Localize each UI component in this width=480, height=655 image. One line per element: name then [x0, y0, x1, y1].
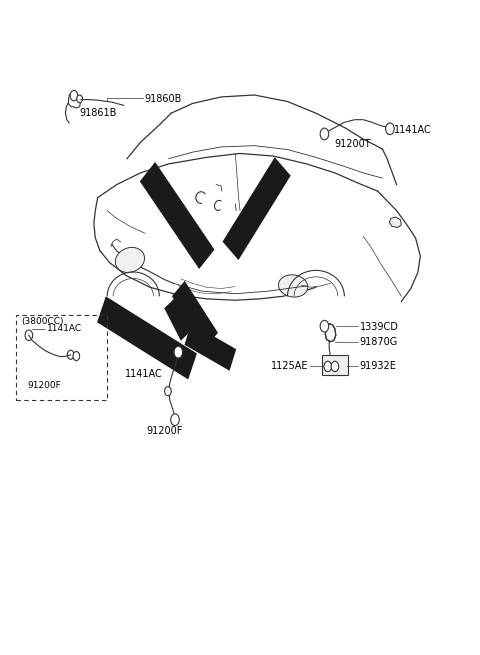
Text: 91932E: 91932E: [360, 362, 396, 371]
Polygon shape: [325, 324, 336, 342]
Circle shape: [70, 90, 78, 101]
Circle shape: [331, 362, 339, 371]
Text: 91860B: 91860B: [144, 94, 181, 104]
Ellipse shape: [278, 275, 308, 297]
Text: 1141AC: 1141AC: [394, 125, 432, 135]
Circle shape: [385, 123, 394, 135]
Text: 91861B: 91861B: [80, 108, 117, 118]
Polygon shape: [140, 162, 215, 269]
Bar: [16, 314, 107, 400]
Ellipse shape: [115, 248, 144, 272]
Circle shape: [73, 352, 80, 361]
Text: 1141AC: 1141AC: [125, 369, 163, 379]
Text: 91870G: 91870G: [360, 337, 398, 347]
Polygon shape: [184, 323, 236, 371]
Text: 91200T: 91200T: [334, 140, 371, 149]
Text: 1339CD: 1339CD: [360, 322, 398, 332]
Circle shape: [77, 95, 83, 103]
Polygon shape: [223, 157, 291, 260]
Polygon shape: [389, 217, 401, 227]
Circle shape: [67, 350, 74, 360]
Circle shape: [174, 346, 182, 358]
FancyBboxPatch shape: [322, 355, 348, 375]
Circle shape: [171, 414, 179, 426]
Text: 91200F: 91200F: [146, 426, 182, 436]
Circle shape: [324, 362, 332, 371]
Circle shape: [320, 320, 329, 332]
Text: (3800CC): (3800CC): [21, 316, 63, 326]
Polygon shape: [97, 296, 197, 379]
Polygon shape: [172, 281, 218, 348]
Circle shape: [320, 128, 329, 140]
Text: 1141AC: 1141AC: [47, 324, 82, 333]
Circle shape: [25, 330, 33, 341]
Text: 1125AE: 1125AE: [271, 362, 308, 371]
Polygon shape: [164, 295, 195, 341]
Circle shape: [165, 386, 171, 396]
Text: 91200F: 91200F: [28, 381, 61, 390]
